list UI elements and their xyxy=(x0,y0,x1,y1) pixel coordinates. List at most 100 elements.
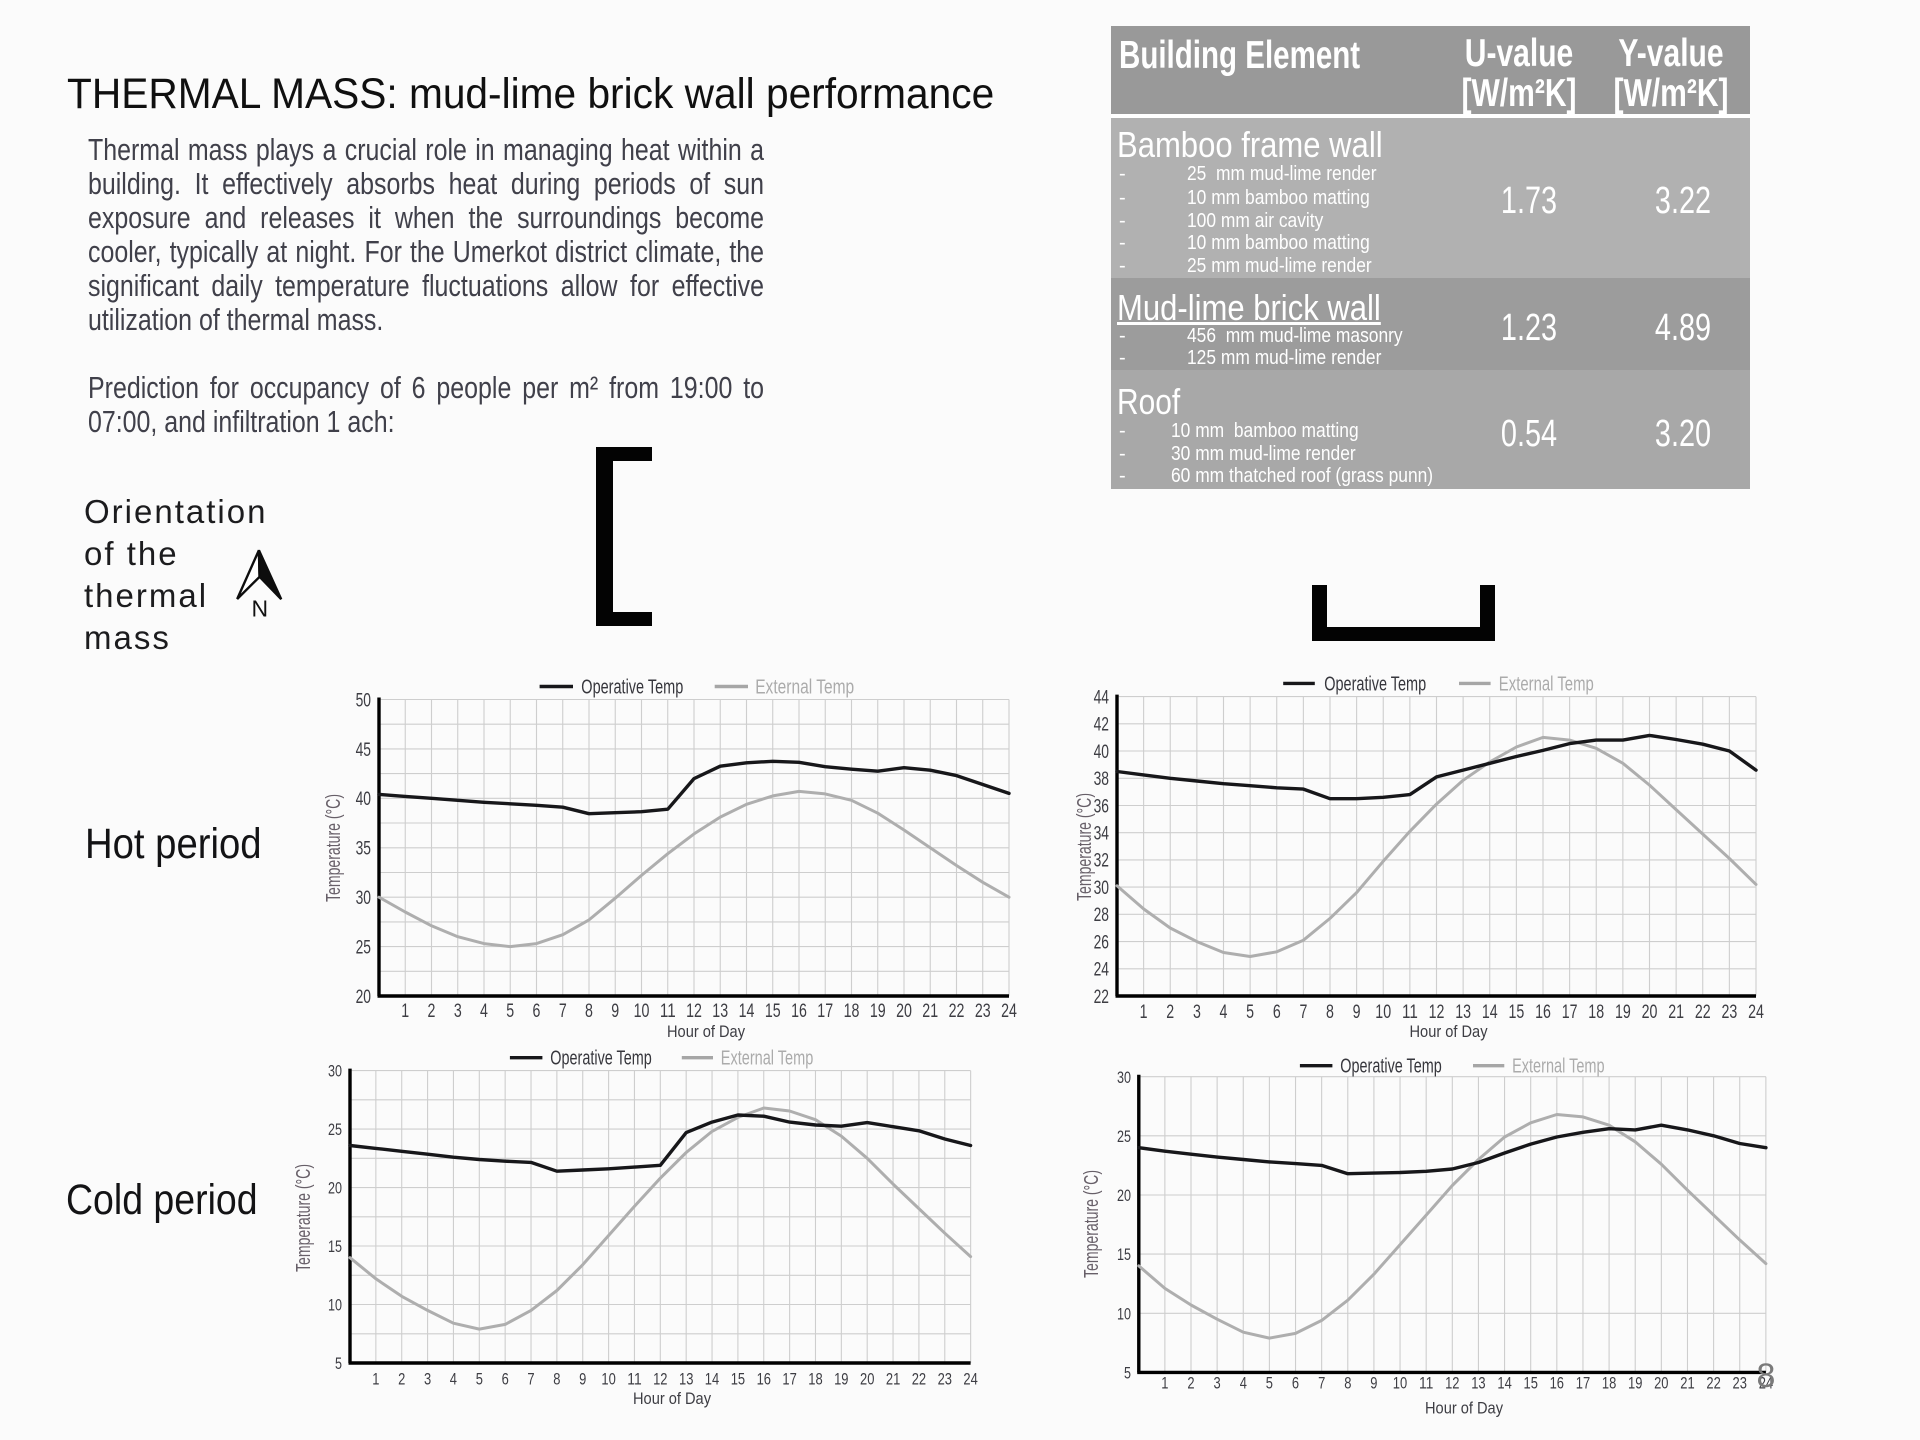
svg-text:25: 25 xyxy=(356,937,371,958)
svg-text:23: 23 xyxy=(938,1370,952,1389)
svg-text:Operative Temp: Operative Temp xyxy=(1324,672,1426,695)
svg-text:2: 2 xyxy=(1166,1002,1174,1023)
svg-text:24: 24 xyxy=(1001,1001,1017,1022)
svg-text:4: 4 xyxy=(1240,1374,1247,1393)
svg-text:Temperature (°C): Temperature (°C) xyxy=(323,794,345,902)
svg-text:20: 20 xyxy=(1117,1186,1131,1205)
svg-text:17: 17 xyxy=(1576,1374,1590,1393)
svg-text:14: 14 xyxy=(739,1001,755,1022)
svg-text:36: 36 xyxy=(1094,796,1109,817)
svg-text:10: 10 xyxy=(328,1296,342,1315)
svg-text:Temperature (°C): Temperature (°C) xyxy=(1074,793,1096,901)
svg-text:17: 17 xyxy=(782,1370,796,1389)
svg-text:10: 10 xyxy=(1117,1304,1131,1323)
svg-text:Temperature (°C): Temperature (°C) xyxy=(293,1164,315,1272)
svg-text:22: 22 xyxy=(1094,987,1109,1008)
svg-text:30: 30 xyxy=(1094,878,1109,899)
svg-text:23: 23 xyxy=(1722,1002,1738,1023)
svg-text:1: 1 xyxy=(1140,1002,1148,1023)
svg-text:2: 2 xyxy=(428,1001,436,1022)
svg-text:5: 5 xyxy=(1266,1374,1273,1393)
svg-text:19: 19 xyxy=(834,1370,848,1389)
svg-text:10: 10 xyxy=(1375,1002,1391,1023)
svg-text:11: 11 xyxy=(627,1370,641,1389)
svg-text:44: 44 xyxy=(1094,687,1110,708)
svg-text:19: 19 xyxy=(870,1001,886,1022)
svg-text:Operative Temp: Operative Temp xyxy=(1340,1055,1442,1078)
svg-text:N: N xyxy=(252,596,269,622)
svg-text:Hour of Day: Hour of Day xyxy=(667,1022,745,1041)
svg-text:24: 24 xyxy=(1759,1374,1773,1393)
svg-text:Hour of Day: Hour of Day xyxy=(1410,1022,1488,1041)
svg-text:19: 19 xyxy=(1615,1002,1631,1023)
svg-text:15: 15 xyxy=(1524,1374,1538,1393)
svg-text:9: 9 xyxy=(1370,1374,1377,1393)
svg-text:23: 23 xyxy=(975,1001,991,1022)
svg-text:38: 38 xyxy=(1094,769,1109,790)
svg-text:External Temp: External Temp xyxy=(755,676,854,699)
svg-text:External Temp: External Temp xyxy=(1512,1055,1605,1078)
svg-text:18: 18 xyxy=(844,1001,860,1022)
svg-text:10: 10 xyxy=(1393,1374,1407,1393)
svg-text:Temperature (°C): Temperature (°C) xyxy=(1081,1170,1103,1278)
svg-text:30: 30 xyxy=(1117,1068,1131,1087)
svg-text:5: 5 xyxy=(476,1370,483,1389)
svg-text:3: 3 xyxy=(1193,1002,1201,1023)
svg-text:15: 15 xyxy=(328,1237,342,1256)
svg-text:25: 25 xyxy=(328,1120,342,1139)
svg-text:14: 14 xyxy=(1482,1002,1498,1023)
svg-text:8: 8 xyxy=(1344,1374,1351,1393)
svg-text:1: 1 xyxy=(372,1370,379,1389)
svg-text:8: 8 xyxy=(1757,1357,1776,1395)
svg-text:3: 3 xyxy=(454,1001,462,1022)
svg-text:1: 1 xyxy=(401,1001,409,1022)
svg-text:8: 8 xyxy=(585,1001,593,1022)
svg-text:24: 24 xyxy=(1094,960,1110,981)
svg-text:30: 30 xyxy=(328,1062,342,1081)
svg-text:18: 18 xyxy=(1602,1374,1616,1393)
svg-text:Operative Temp: Operative Temp xyxy=(550,1047,652,1070)
svg-text:5: 5 xyxy=(335,1354,342,1373)
svg-text:16: 16 xyxy=(791,1001,807,1022)
svg-text:9: 9 xyxy=(579,1370,586,1389)
svg-text:5: 5 xyxy=(506,1001,514,1022)
svg-text:Operative Temp: Operative Temp xyxy=(581,676,683,699)
svg-text:7: 7 xyxy=(1299,1002,1307,1023)
svg-text:11: 11 xyxy=(1402,1002,1418,1023)
svg-text:18: 18 xyxy=(808,1370,822,1389)
svg-text:5: 5 xyxy=(1246,1002,1254,1023)
svg-text:40: 40 xyxy=(1094,742,1109,763)
svg-text:14: 14 xyxy=(705,1370,719,1389)
svg-text:1: 1 xyxy=(1161,1374,1168,1393)
svg-text:6: 6 xyxy=(533,1001,541,1022)
svg-text:15: 15 xyxy=(1117,1245,1131,1264)
svg-text:4: 4 xyxy=(1220,1002,1228,1023)
svg-text:40: 40 xyxy=(356,789,371,810)
svg-text:6: 6 xyxy=(1273,1002,1281,1023)
svg-text:13: 13 xyxy=(712,1001,728,1022)
svg-text:26: 26 xyxy=(1094,932,1109,953)
svg-text:34: 34 xyxy=(1094,824,1110,845)
svg-text:9: 9 xyxy=(1353,1002,1361,1023)
svg-text:8: 8 xyxy=(1326,1002,1334,1023)
svg-text:21: 21 xyxy=(1668,1002,1684,1023)
svg-text:24: 24 xyxy=(1748,1002,1764,1023)
svg-text:4: 4 xyxy=(480,1001,488,1022)
svg-text:12: 12 xyxy=(1429,1002,1445,1023)
svg-text:10: 10 xyxy=(634,1001,650,1022)
svg-text:22: 22 xyxy=(1706,1374,1720,1393)
svg-text:20: 20 xyxy=(1654,1374,1668,1393)
svg-text:5: 5 xyxy=(1124,1364,1131,1383)
svg-text:2: 2 xyxy=(1187,1374,1194,1393)
svg-text:11: 11 xyxy=(660,1001,676,1022)
svg-text:21: 21 xyxy=(1680,1374,1694,1393)
svg-text:50: 50 xyxy=(356,690,371,711)
svg-text:Hour of Day: Hour of Day xyxy=(633,1389,711,1408)
svg-text:22: 22 xyxy=(912,1370,926,1389)
svg-text:23: 23 xyxy=(1733,1374,1747,1393)
svg-text:2: 2 xyxy=(398,1370,405,1389)
svg-text:24: 24 xyxy=(963,1370,977,1389)
svg-text:11: 11 xyxy=(1419,1374,1433,1393)
svg-text:8: 8 xyxy=(553,1370,560,1389)
svg-text:16: 16 xyxy=(1550,1374,1564,1393)
